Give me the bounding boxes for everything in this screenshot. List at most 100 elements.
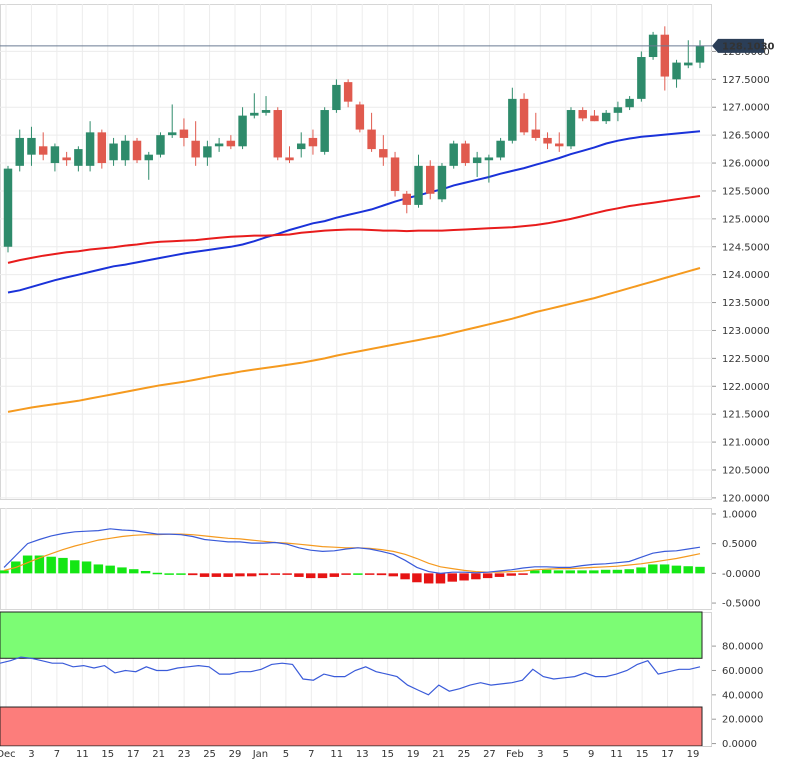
macd-histogram-bar	[223, 573, 233, 577]
candle-body	[414, 165, 423, 205]
candle-body	[308, 137, 318, 147]
rsi-overbought-band	[0, 611, 703, 659]
candle-body	[461, 143, 470, 164]
macd-histogram-bar	[447, 573, 457, 582]
rsi-y-tick-label: 0.0000	[722, 739, 757, 750]
macd-histogram-bar	[105, 565, 115, 574]
macd-y-tick-label: -0.0000	[722, 569, 761, 580]
candle-body	[660, 34, 670, 77]
x-tick-label: 3	[28, 749, 34, 760]
candle-body	[496, 140, 505, 158]
candle-body	[484, 157, 494, 161]
candle-body	[144, 154, 153, 161]
candle-body	[367, 129, 376, 150]
candle-body	[191, 140, 200, 158]
candle-body	[601, 112, 611, 122]
macd-histogram-bar	[589, 570, 599, 574]
candle-body	[320, 110, 329, 152]
macd-histogram-bar	[671, 565, 682, 574]
price-y-tick-label: 123.5000	[722, 298, 770, 309]
last-price-label: 128.1030	[722, 41, 775, 52]
macd-y-tick-label: 0.5000	[722, 539, 757, 550]
macd-line	[3, 528, 701, 575]
candle-body	[15, 137, 24, 166]
candle-body	[672, 62, 681, 80]
macd-histogram-bar	[199, 573, 210, 577]
price-y-tick-label: 125.5000	[722, 186, 770, 197]
x-tick-label: 3	[537, 749, 543, 760]
candle-body	[543, 137, 552, 144]
candle-body	[684, 62, 693, 66]
rsi-oversold-band	[0, 706, 703, 747]
candle-body	[97, 132, 107, 164]
candle-body	[109, 143, 118, 161]
candle-body	[437, 165, 447, 200]
candle-body	[85, 132, 95, 166]
x-tick-label: 11	[610, 749, 623, 760]
x-tick-label: 5	[283, 749, 289, 760]
price-panel	[0, 4, 712, 500]
macd-histogram-bar	[188, 573, 198, 576]
macd-histogram-bar	[565, 570, 575, 574]
macd-histogram-bar	[648, 564, 658, 574]
rsi-y-tick-label: 40.0000	[722, 690, 763, 701]
candle-body	[519, 98, 529, 133]
x-tick-label: 17	[661, 749, 674, 760]
macd-histogram-bar	[341, 573, 351, 575]
macd-histogram-bar	[636, 567, 646, 574]
macd-histogram-bar	[518, 573, 528, 575]
x-tick-label: 15	[381, 749, 394, 760]
macd-histogram-bar	[695, 566, 705, 574]
candle-body	[590, 115, 599, 122]
price-y-tick-label: 127.5000	[722, 75, 770, 86]
x-tick-label: 11	[76, 749, 89, 760]
macd-histogram-bar	[93, 564, 104, 574]
x-tick-label: 19	[407, 749, 420, 760]
macd-histogram-bar	[140, 570, 151, 574]
candle-body	[121, 140, 130, 161]
macd-histogram-bar	[412, 573, 422, 583]
x-tick-label: Dec	[0, 749, 16, 760]
macd-y-tick-label: 1.0000	[722, 509, 757, 520]
candle-body	[203, 146, 212, 158]
price-y-tick-label: 121.0000	[722, 438, 770, 449]
macd-histogram-bar	[577, 570, 587, 574]
price-y-tick-label: 126.5000	[722, 131, 770, 142]
candle-body	[355, 104, 365, 130]
x-tick-label: 21	[432, 749, 445, 760]
x-tick-label: 27	[483, 749, 496, 760]
candle-body	[637, 57, 646, 99]
macd-histogram-bar	[247, 573, 257, 577]
macd-histogram-bar	[58, 557, 68, 574]
macd-y-tick-label: -0.5000	[722, 599, 761, 610]
x-tick-label: Feb	[506, 749, 524, 760]
x-tick-label: 15	[101, 749, 114, 760]
macd-histogram-bar	[541, 569, 552, 574]
macd-histogram-bar	[435, 573, 446, 584]
x-tick-label: 29	[229, 749, 242, 760]
price-y-tick-label: 120.5000	[722, 465, 770, 476]
rsi-y-tick-label: 80.0000	[722, 642, 763, 653]
candle-body	[531, 129, 541, 138]
price-y-tick-label: 121.5000	[722, 410, 770, 421]
macd-histogram-bar	[270, 573, 281, 575]
candle-body	[566, 110, 576, 147]
candle-body	[695, 45, 705, 63]
x-tick-label: 17	[127, 749, 140, 760]
candle-body	[555, 143, 564, 147]
macd-histogram-bar	[624, 569, 634, 574]
macd-histogram-bar	[423, 573, 434, 584]
price-y-tick-label: 122.0000	[722, 382, 770, 393]
candle-body	[332, 84, 341, 111]
macd-histogram-bar	[530, 570, 540, 574]
macd-histogram-bar	[164, 573, 174, 575]
x-tick-label: Jan	[252, 749, 268, 760]
macd-histogram-bar	[388, 573, 399, 577]
x-tick-label: 11	[330, 749, 343, 760]
rsi-line	[0, 656, 701, 696]
macd-histogram-bar	[506, 573, 516, 576]
price-y-tick-label: 126.0000	[722, 159, 770, 170]
candle-body	[214, 143, 224, 147]
